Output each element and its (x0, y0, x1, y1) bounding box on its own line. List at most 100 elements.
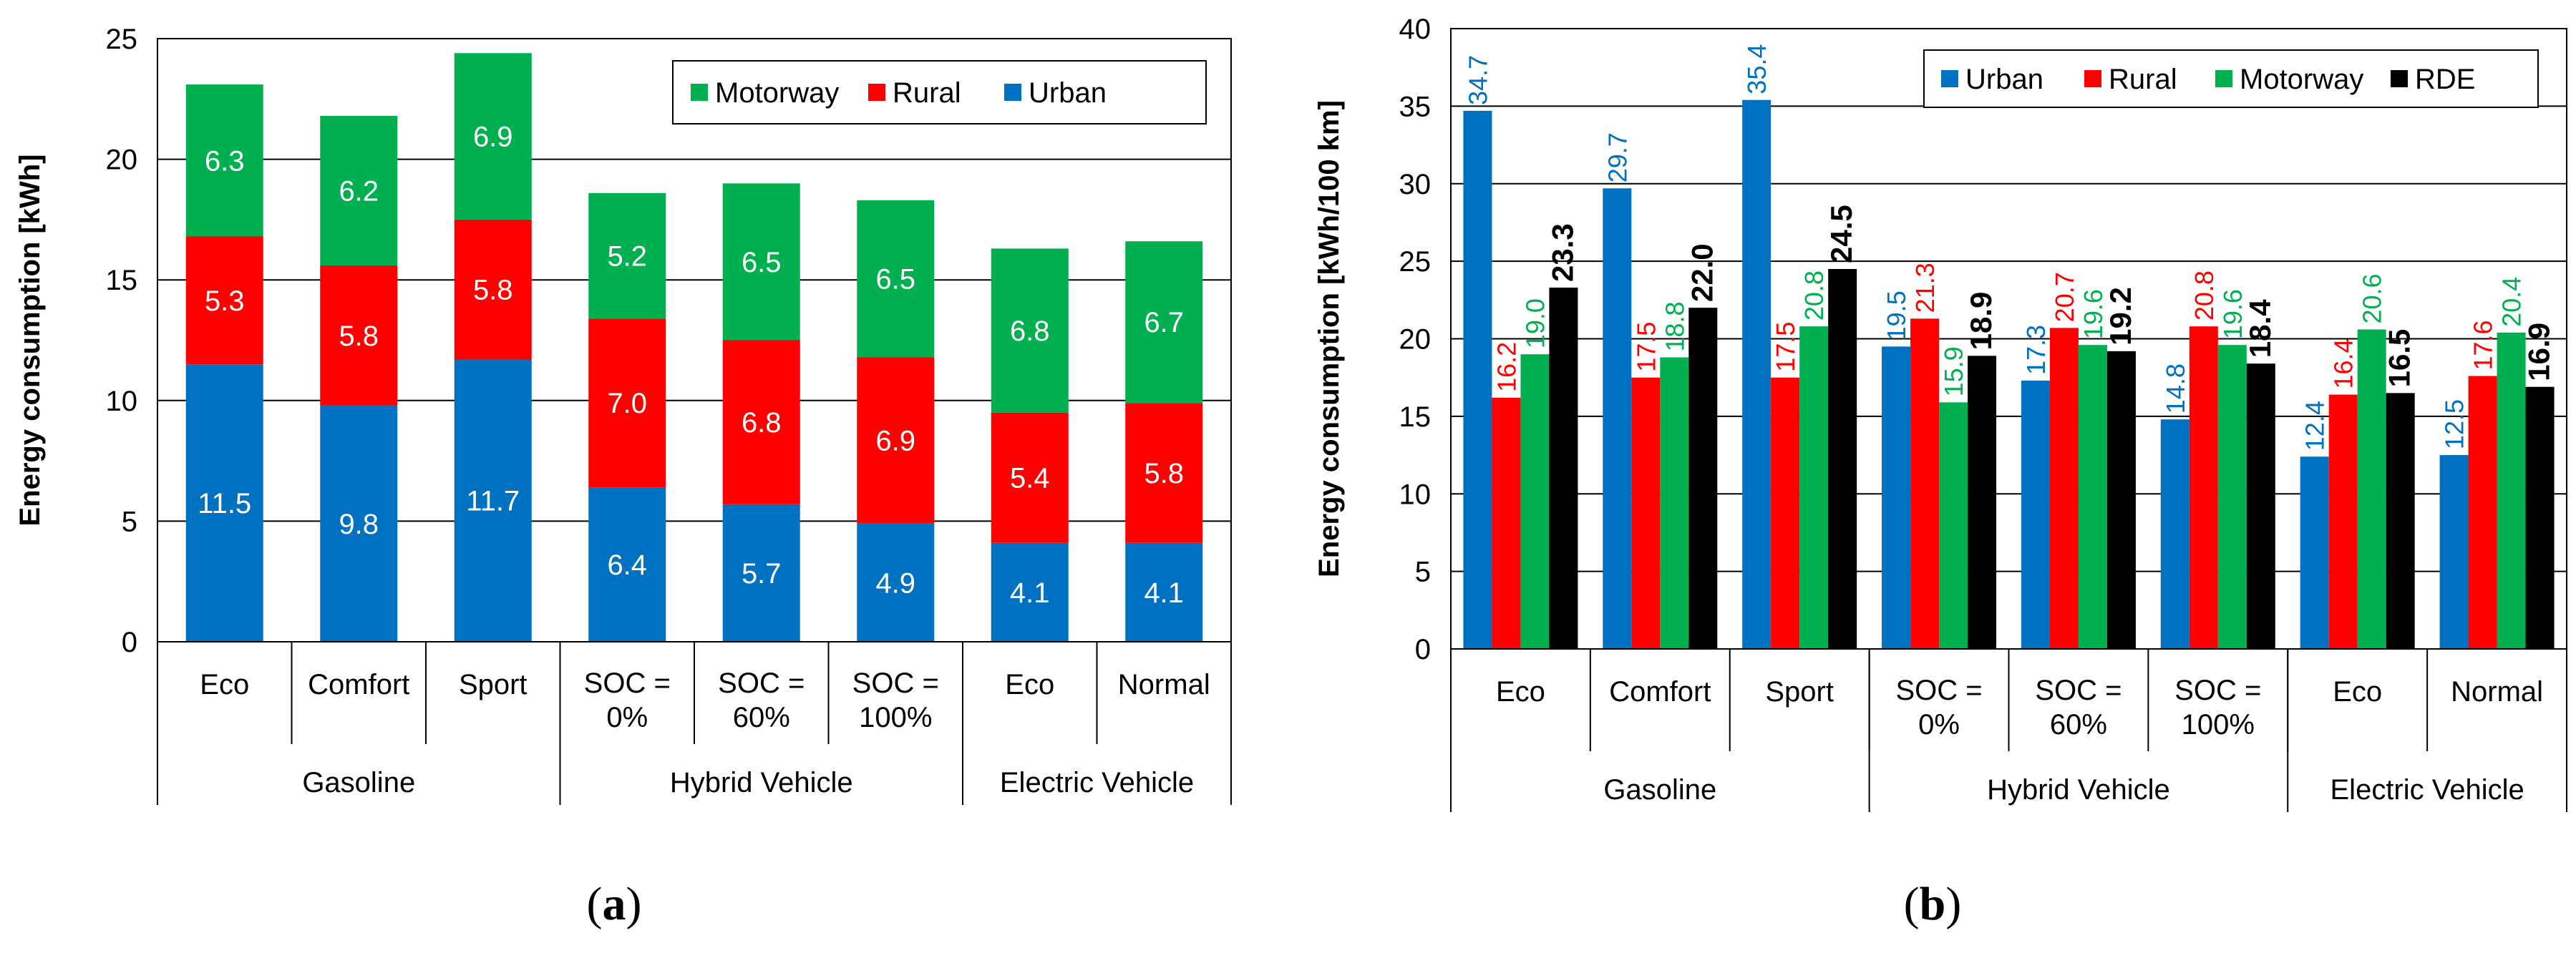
legend-swatch-rural (868, 84, 885, 101)
bar-value-label: 6.7 (1144, 307, 1184, 338)
category-label: Normal (2451, 676, 2543, 708)
group-label: Electric Vehicle (1000, 767, 1194, 798)
bar-value-label: 5.4 (1010, 463, 1050, 494)
bar-value-label: 16.5 (2383, 329, 2416, 388)
bar-motorway (1939, 402, 1968, 649)
bar-value-label: 20.6 (2358, 273, 2387, 323)
bar-motorway (1660, 357, 1689, 649)
bar-value-label: 6.5 (875, 264, 915, 295)
legend-swatch-rural (2084, 70, 2101, 87)
bar-value-label: 6.5 (742, 247, 782, 278)
bar-value-label: 6.2 (339, 175, 379, 207)
y-tick-label: 25 (1399, 246, 1432, 278)
bar-rural (588, 318, 666, 488)
bar-urban (1603, 188, 1632, 649)
bar-value-label: 5.8 (1144, 458, 1184, 489)
y-tick-label: 20 (106, 145, 138, 176)
bar-motorway (1799, 326, 1829, 649)
legend-swatch-urban (1004, 84, 1021, 101)
bar-value-label: 19.6 (2218, 289, 2247, 339)
bar-motorway (320, 115, 398, 265)
legend-swatch-rde (2391, 70, 2408, 87)
bar-value-label: 7.0 (607, 388, 647, 419)
category-label: SOC = (584, 668, 671, 699)
bar-urban (2300, 456, 2329, 649)
bar-rural (1910, 318, 1940, 649)
bar-value-label: 34.7 (1463, 55, 1492, 105)
bar-value-label: 16.9 (2522, 323, 2556, 381)
bar-value-label: 6.9 (875, 425, 915, 456)
bar-urban (2160, 419, 2189, 649)
bar-rural (185, 236, 263, 365)
bar-rural (454, 219, 532, 360)
category-label: Sport (459, 669, 528, 700)
category-label: SOC = (2174, 675, 2261, 706)
bar-motorway (185, 84, 263, 237)
bar-value-label: 9.8 (339, 509, 379, 540)
bar-value-label: 20.7 (2050, 272, 2079, 322)
legend-swatch-motorway (691, 84, 708, 101)
y-tick-label: 0 (122, 627, 137, 658)
bar-rural (2049, 328, 2079, 649)
bar-rural (857, 357, 935, 524)
bar-value-label: 20.4 (2497, 277, 2527, 327)
bar-value-label: 4.1 (1010, 577, 1050, 609)
bar-value-label: 4.9 (875, 567, 915, 599)
panel-label-b: (b) (1904, 878, 1962, 930)
bar-value-label: 5.8 (339, 321, 379, 352)
bar-value-label: 16.4 (2329, 338, 2358, 388)
y-axis-title: Energy consumption [kWh/100 km] (1313, 100, 1345, 577)
bar-urban (2021, 381, 2050, 649)
legend-label-motorway: Motorway (715, 77, 839, 109)
group-label: Gasoline (302, 767, 415, 798)
bar-urban (588, 487, 666, 642)
bar-urban (1463, 110, 1492, 649)
bar-rural (1125, 403, 1203, 543)
bar-motorway (991, 248, 1069, 413)
legend-label-rde: RDE (2415, 64, 2475, 95)
y-tick-label: 0 (1415, 634, 1431, 665)
category-label: Eco (1496, 676, 1545, 708)
bar-value-label: 35.4 (1742, 44, 1771, 94)
bar-value-label: 17.5 (1771, 322, 1800, 372)
bar-value-label: 18.4 (2243, 299, 2277, 358)
bar-motorway (2078, 345, 2107, 649)
legend-swatch-motorway (2215, 70, 2232, 87)
bar-value-label: 11.7 (466, 486, 520, 517)
category-label: 60% (2050, 709, 2107, 741)
chart-b-energy-per-100km: 0 5 10 15 20 25 30 35 40 Energy consumption [kWh/… (1313, 14, 2567, 812)
y-tick-label: 20 (1399, 324, 1432, 356)
category-label: 0% (1918, 709, 1960, 741)
bar-value-label: 6.3 (205, 145, 245, 177)
bar-motorway (588, 192, 666, 319)
bar-urban (991, 542, 1069, 642)
bar-rural (2468, 376, 2497, 649)
bar-value-label: 5.7 (742, 558, 782, 590)
bar-urban (320, 405, 398, 642)
bar-rural (722, 340, 800, 504)
bar-value-label: 6.8 (742, 407, 782, 439)
chart-a-stacked-energy-kwh: 0 5 10 15 20 25 Energy consumption [kWh] 11.5 5.… (14, 24, 1232, 805)
y-tick-label: 10 (106, 386, 138, 417)
bar-rural (991, 412, 1069, 543)
bar-rural (2328, 394, 2358, 649)
bar-value-label: 15.9 (1939, 346, 1968, 396)
bar-rural (320, 265, 398, 406)
category-label: Eco (200, 669, 249, 700)
category-label: Normal (1118, 669, 1210, 700)
bar-motorway (857, 200, 935, 358)
y-tick-label: 35 (1399, 91, 1432, 122)
legend-box (672, 60, 1207, 124)
bar-value-label: 12.5 (2440, 399, 2469, 449)
bar-value-label: 6.8 (1010, 316, 1050, 347)
category-label: 100% (2182, 709, 2255, 741)
bar-value-label: 23.3 (1545, 223, 1579, 282)
legend-label-urban: Urban (1965, 64, 2043, 95)
category-label: Comfort (308, 669, 409, 700)
y-tick-label: 5 (1415, 557, 1431, 588)
group-label: Electric Vehicle (2330, 774, 2524, 806)
category-label: 0% (606, 702, 648, 733)
group-label: Gasoline (1603, 774, 1716, 806)
bar-value-label: 20.8 (1799, 270, 1829, 321)
